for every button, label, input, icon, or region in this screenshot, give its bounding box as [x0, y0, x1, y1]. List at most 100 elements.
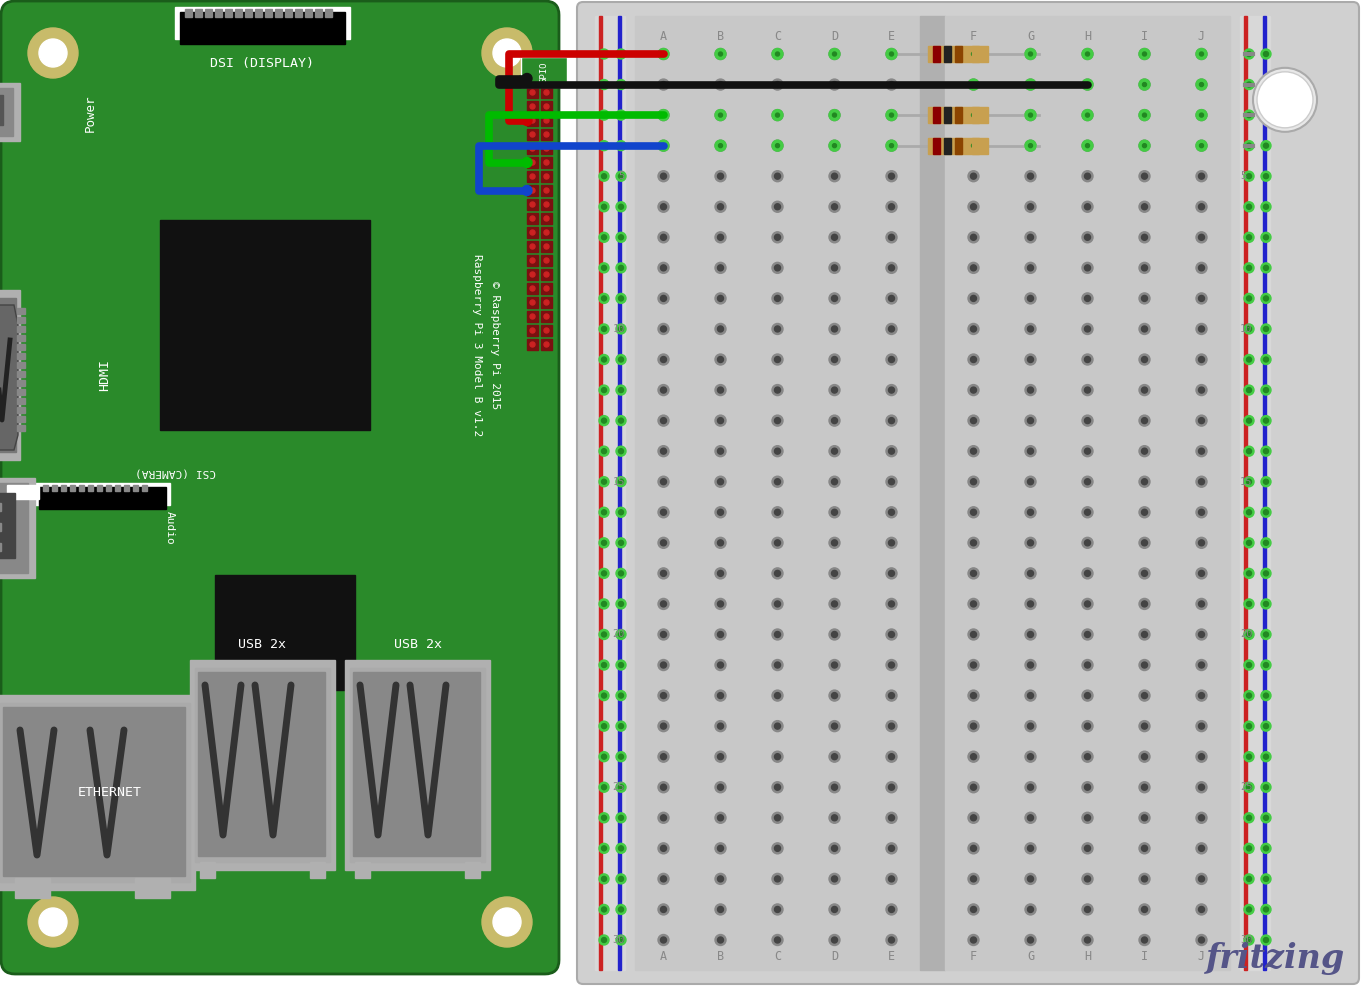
- Circle shape: [1027, 356, 1034, 362]
- Circle shape: [1264, 265, 1268, 270]
- Circle shape: [718, 815, 723, 821]
- Bar: [541, 157, 552, 168]
- Circle shape: [530, 300, 535, 305]
- Circle shape: [715, 842, 726, 853]
- Circle shape: [775, 601, 780, 607]
- Circle shape: [1261, 935, 1271, 945]
- Circle shape: [1027, 326, 1034, 332]
- Bar: [1244, 16, 1248, 970]
- Circle shape: [1084, 693, 1091, 699]
- Text: J: J: [1199, 949, 1205, 962]
- Circle shape: [1261, 721, 1271, 732]
- Circle shape: [1261, 691, 1271, 701]
- Circle shape: [1084, 845, 1091, 851]
- Circle shape: [887, 507, 898, 518]
- Circle shape: [1246, 113, 1252, 118]
- Circle shape: [616, 813, 627, 823]
- Circle shape: [971, 723, 977, 730]
- Text: I: I: [1141, 949, 1148, 962]
- Text: 25: 25: [613, 782, 625, 792]
- Circle shape: [829, 141, 840, 151]
- Circle shape: [618, 541, 624, 545]
- Circle shape: [530, 188, 535, 193]
- Circle shape: [1027, 509, 1034, 515]
- Circle shape: [661, 784, 666, 790]
- Circle shape: [599, 324, 609, 334]
- Circle shape: [1081, 659, 1092, 670]
- Circle shape: [602, 479, 606, 484]
- Circle shape: [1200, 144, 1204, 148]
- Circle shape: [616, 630, 627, 640]
- Circle shape: [522, 73, 533, 83]
- Circle shape: [1196, 935, 1207, 945]
- Circle shape: [1246, 662, 1252, 667]
- Circle shape: [658, 812, 669, 824]
- Circle shape: [1196, 384, 1207, 396]
- Circle shape: [1264, 876, 1268, 881]
- Circle shape: [1027, 265, 1034, 271]
- Circle shape: [888, 693, 895, 699]
- Circle shape: [1141, 784, 1148, 790]
- Circle shape: [530, 174, 535, 179]
- Circle shape: [1199, 815, 1204, 821]
- Circle shape: [775, 204, 780, 210]
- Circle shape: [1244, 354, 1254, 364]
- Circle shape: [971, 173, 977, 179]
- Circle shape: [1196, 110, 1207, 121]
- Circle shape: [888, 662, 895, 668]
- Circle shape: [887, 293, 898, 304]
- Circle shape: [1199, 326, 1204, 332]
- Circle shape: [1143, 113, 1147, 117]
- Circle shape: [887, 873, 898, 884]
- Circle shape: [602, 265, 606, 270]
- Circle shape: [662, 144, 666, 148]
- Circle shape: [1081, 629, 1092, 640]
- Circle shape: [543, 90, 549, 95]
- Circle shape: [1084, 815, 1091, 821]
- Circle shape: [658, 79, 669, 90]
- Circle shape: [775, 52, 779, 56]
- Circle shape: [602, 296, 606, 301]
- Circle shape: [718, 509, 723, 515]
- Circle shape: [715, 110, 726, 121]
- Circle shape: [832, 52, 836, 56]
- Circle shape: [616, 171, 627, 181]
- Circle shape: [1027, 632, 1034, 638]
- Text: H: H: [1084, 30, 1091, 43]
- Text: 30: 30: [1239, 935, 1253, 945]
- Text: Power: Power: [83, 94, 97, 132]
- Circle shape: [831, 723, 838, 730]
- Circle shape: [1086, 144, 1090, 148]
- Bar: [527, 129, 538, 140]
- Circle shape: [888, 570, 895, 576]
- Text: GPIO: GPIO: [539, 61, 549, 83]
- Circle shape: [888, 326, 895, 332]
- Circle shape: [618, 510, 624, 515]
- Circle shape: [1027, 540, 1034, 545]
- Circle shape: [718, 845, 723, 851]
- Circle shape: [1081, 751, 1092, 762]
- Bar: [928, 138, 987, 153]
- Circle shape: [829, 201, 840, 212]
- Circle shape: [602, 144, 606, 148]
- Circle shape: [775, 81, 780, 87]
- Circle shape: [599, 385, 609, 395]
- Circle shape: [1026, 782, 1036, 793]
- Circle shape: [1139, 49, 1150, 59]
- Circle shape: [1244, 446, 1254, 456]
- Circle shape: [1196, 751, 1207, 762]
- Circle shape: [1196, 262, 1207, 273]
- Circle shape: [543, 160, 549, 165]
- Circle shape: [602, 113, 606, 118]
- Circle shape: [887, 141, 898, 151]
- Circle shape: [887, 629, 898, 640]
- Circle shape: [775, 387, 780, 393]
- Circle shape: [1257, 72, 1313, 128]
- Circle shape: [772, 79, 783, 90]
- Circle shape: [599, 507, 609, 518]
- Bar: [52, 485, 57, 491]
- Circle shape: [1026, 110, 1036, 121]
- Circle shape: [831, 235, 838, 241]
- Circle shape: [1084, 876, 1091, 882]
- Circle shape: [1081, 690, 1092, 701]
